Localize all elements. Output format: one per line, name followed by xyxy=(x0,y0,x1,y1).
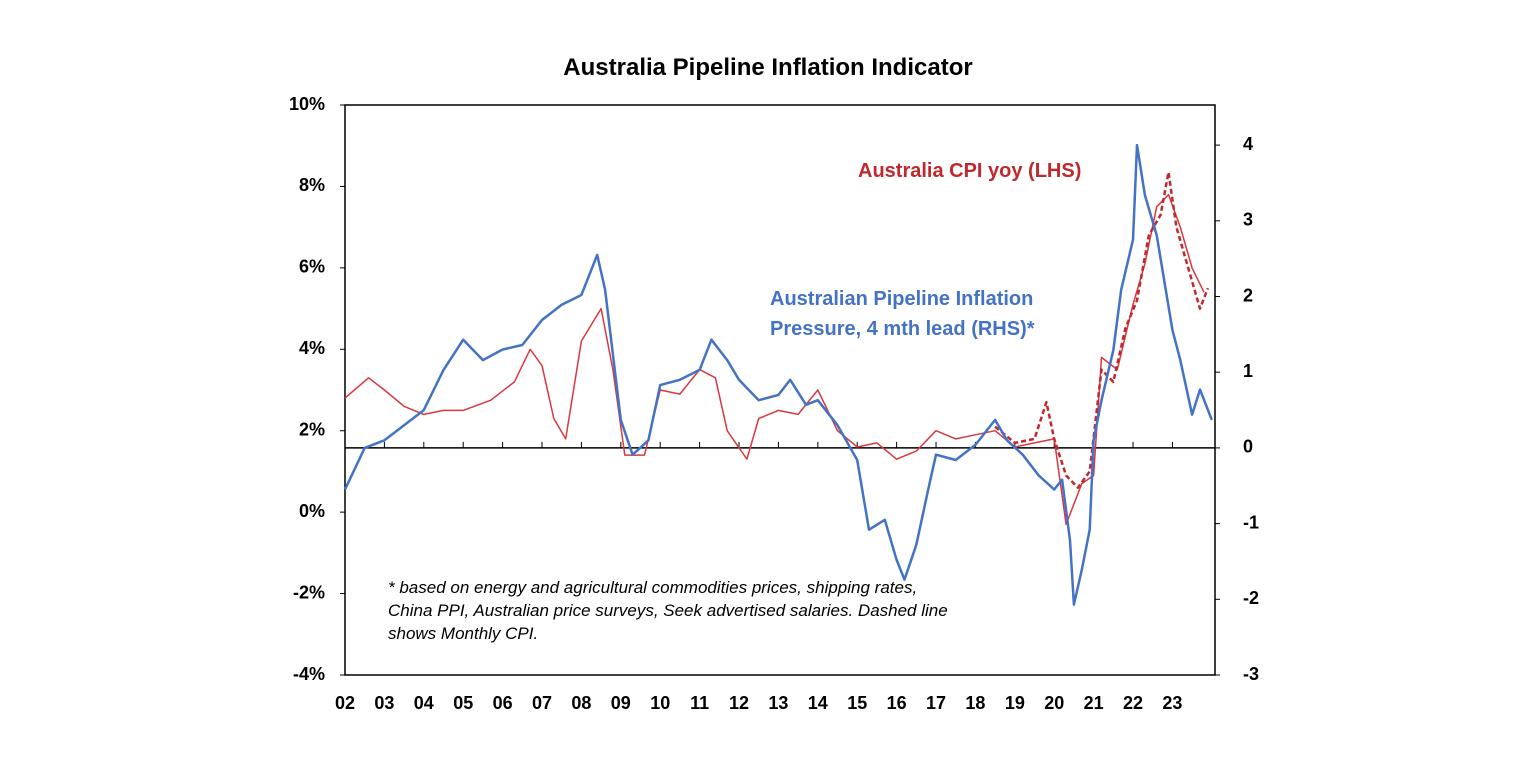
x-tick-label: 02 xyxy=(335,693,355,713)
y2-tick-label: 1 xyxy=(1243,361,1253,381)
y2-tick-label: 0 xyxy=(1243,437,1253,457)
x-tick-label: 22 xyxy=(1123,693,1143,713)
x-tick-label: 23 xyxy=(1162,693,1182,713)
x-tick-label: 08 xyxy=(571,693,591,713)
series-line xyxy=(344,193,1205,526)
x-tick-label: 16 xyxy=(887,693,907,713)
y2-tick-label: 4 xyxy=(1243,134,1253,154)
x-tick-label: 06 xyxy=(493,693,513,713)
x-tick-label: 13 xyxy=(768,693,788,713)
y2-tick-label: 2 xyxy=(1243,285,1253,305)
chart-title: Australia Pipeline Inflation Indicator xyxy=(563,54,973,81)
x-tick-label: 21 xyxy=(1084,693,1104,713)
plot-area xyxy=(344,104,1216,676)
x-tick-label: 18 xyxy=(965,693,985,713)
y-tick-label: 10% xyxy=(289,94,325,114)
y2-tick-label: 3 xyxy=(1243,210,1253,230)
x-tick-label: 14 xyxy=(808,693,828,713)
y-tick-label: 8% xyxy=(299,175,325,195)
x-tick-label: 04 xyxy=(414,693,434,713)
series-label: Australia CPI yoy (LHS) xyxy=(858,160,1082,182)
y-tick-label: -2% xyxy=(293,582,325,602)
y2-tick-label: -2 xyxy=(1243,588,1259,608)
y-tick-label: 2% xyxy=(299,419,325,439)
x-tick-label: 07 xyxy=(532,693,552,713)
x-tick-label: 11 xyxy=(690,693,709,713)
y-tick-label: 4% xyxy=(299,338,325,358)
x-tick-label: 12 xyxy=(729,693,749,713)
y-tick-label: 0% xyxy=(299,501,325,521)
x-tick-label: 17 xyxy=(926,693,946,713)
x-tick-label: 19 xyxy=(1005,693,1025,713)
x-tick-label: 05 xyxy=(453,693,473,713)
series-label: Australian Pipeline Inflation Pressure, … xyxy=(770,288,1035,340)
x-tick-label: 03 xyxy=(374,693,394,713)
series-line xyxy=(343,143,1213,606)
footnote: * based on energy and agricultural commo… xyxy=(388,578,948,643)
x-tick-label: 15 xyxy=(847,693,867,713)
series-line xyxy=(994,170,1210,489)
y2-tick-label: -1 xyxy=(1243,512,1259,532)
y-tick-label: -4% xyxy=(293,664,325,684)
y2-tick-label: -3 xyxy=(1243,664,1259,684)
x-tick-label: 20 xyxy=(1044,693,1064,713)
x-tick-label: 09 xyxy=(611,693,631,713)
x-tick-label: 10 xyxy=(650,693,670,713)
y-tick-label: 6% xyxy=(299,257,325,277)
